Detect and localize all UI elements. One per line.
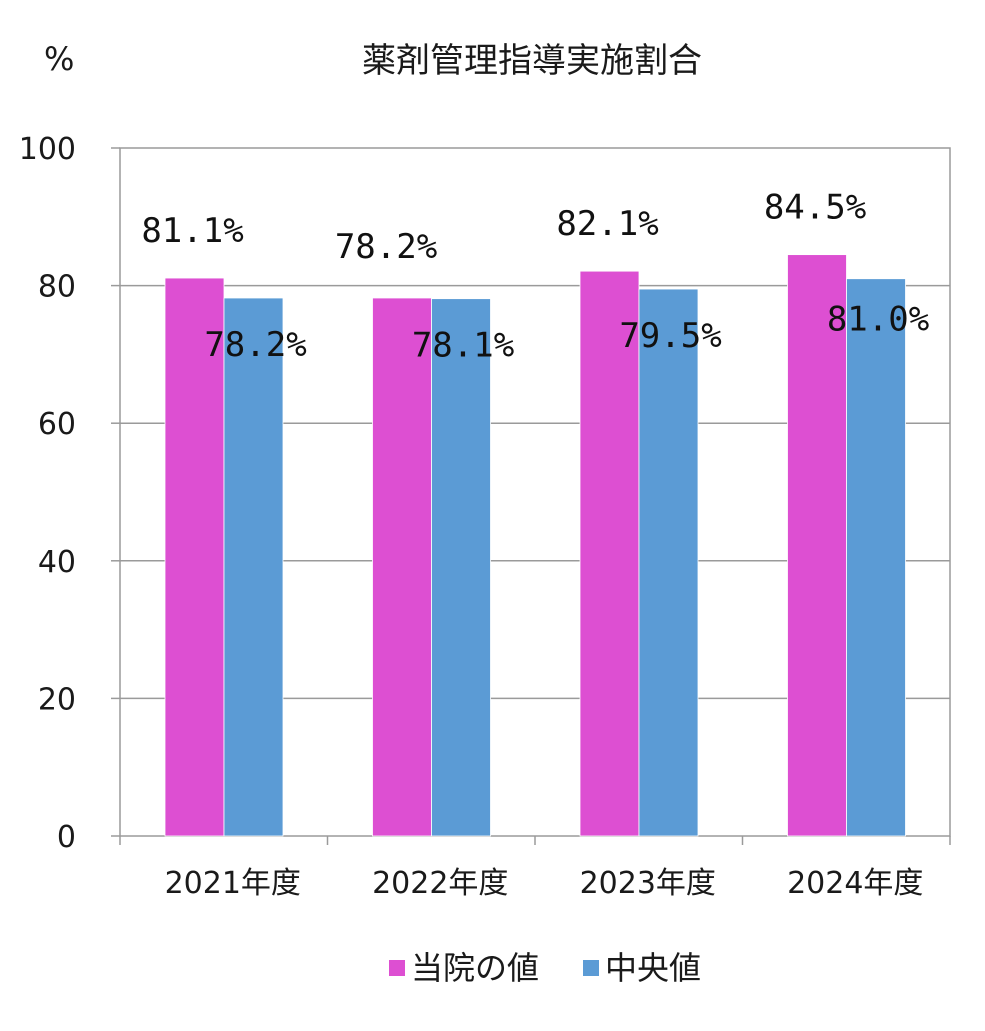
data-labels: 81.1% 78.2% 78.2% 78.1% 82.1% 79.5% 84.5% 81.0% [141, 188, 929, 366]
bar-median-1 [223, 297, 284, 837]
x-category-label-3: 2023年度 [580, 866, 716, 901]
y-tick-label-60: 60 [38, 407, 76, 442]
data-label-median-2: 78.1% [412, 326, 514, 366]
bars [164, 254, 906, 837]
bar-median-2 [431, 298, 491, 837]
legend-label-hospital: 当院の値 [411, 949, 539, 987]
y-tick-label-40: 40 [38, 545, 76, 580]
bar-hospital-4 [787, 254, 847, 837]
data-label-hospital-1: 81.1% [141, 211, 243, 251]
y-tick-label-100: 100 [19, 132, 76, 167]
data-label-hospital-3: 82.1% [556, 204, 658, 244]
x-category-label-4: 2024年度 [787, 866, 923, 901]
y-tick-label-0: 0 [57, 820, 76, 855]
data-label-median-3: 79.5% [619, 316, 721, 356]
y-tick-label-20: 20 [38, 682, 76, 717]
legend-swatch-hospital [389, 960, 405, 976]
bar-hospital-3 [579, 270, 640, 837]
data-label-median-1: 78.2% [204, 325, 306, 365]
x-axis-categories: 2021年度 2022年度 2023年度 2024年度 [119, 836, 951, 901]
legend: 当院の値 中央値 [389, 949, 701, 987]
data-label-median-4: 81.0% [827, 300, 929, 340]
bar-median-4 [846, 278, 906, 837]
x-category-label-1: 2021年度 [165, 866, 301, 901]
data-label-hospital-2: 78.2% [335, 227, 437, 267]
bar-hospital-2 [372, 297, 432, 837]
y-axis-unit-label: % [44, 40, 74, 78]
bar-median-3 [638, 288, 699, 837]
y-tick-label-80: 80 [38, 270, 76, 305]
chart-title: 薬剤管理指導実施割合 [362, 41, 702, 81]
legend-label-median: 中央値 [605, 949, 701, 987]
data-label-hospital-4: 84.5% [764, 188, 866, 228]
bar-hospital-1 [164, 277, 225, 837]
legend-swatch-median [583, 960, 599, 976]
x-category-label-2: 2022年度 [372, 866, 508, 901]
y-axis-ticks: 0 20 40 60 80 100 [19, 132, 120, 855]
